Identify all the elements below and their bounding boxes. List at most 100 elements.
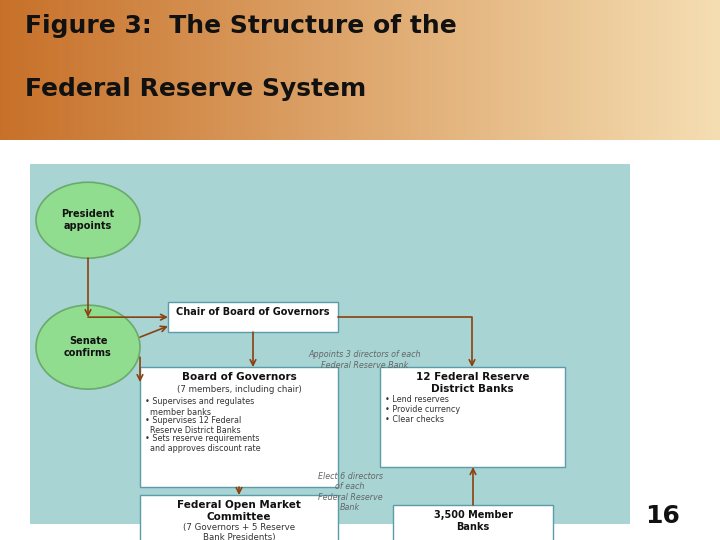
Bar [286,0,288,140]
Bar [715,0,718,140]
Bar [718,0,720,140]
Bar [528,0,531,140]
Bar [538,0,540,140]
Bar [405,0,408,140]
Bar [187,0,189,140]
Bar [540,0,542,140]
Bar [554,0,557,140]
Bar [569,0,571,140]
Bar [612,0,614,140]
Bar [439,0,441,140]
Bar [113,0,115,140]
Bar [60,0,63,140]
Bar [182,0,185,140]
Bar [312,0,315,140]
Bar [271,0,274,140]
Bar [240,0,243,140]
Bar [175,0,178,140]
Ellipse shape [36,305,140,389]
Bar [333,0,336,140]
Text: • Supervises 12 Federal
  Reserve District Banks: • Supervises 12 Federal Reserve District… [145,415,241,435]
Bar [310,0,312,140]
Bar [477,0,480,140]
Bar [451,0,454,140]
Bar [130,0,132,140]
Bar [682,0,684,140]
Bar [257,0,259,140]
Bar [634,0,636,140]
Bar [331,0,333,140]
Bar [593,0,595,140]
Bar [648,0,650,140]
Bar [204,0,207,140]
Bar [372,0,374,140]
Bar [516,0,518,140]
Bar [667,0,670,140]
Bar [367,0,369,140]
Bar [708,0,711,140]
Bar [475,0,477,140]
Text: 3,500 Member
Banks: 3,500 Member Banks [433,510,513,531]
Bar [603,0,605,140]
Bar [391,0,394,140]
Bar [665,0,667,140]
Text: (7 Governors + 5 Reserve
Bank Presidents): (7 Governors + 5 Reserve Bank Presidents… [183,523,295,540]
Bar [218,0,221,140]
Text: Figure 3:  The Structure of the: Figure 3: The Structure of the [25,14,457,38]
Bar [209,0,211,140]
Bar [641,0,643,140]
Bar [238,0,240,140]
Bar [614,0,617,140]
Bar [223,0,225,140]
Bar [2,0,5,140]
Bar [686,0,689,140]
Bar [63,0,65,140]
Bar [55,0,58,140]
Bar [346,0,348,140]
Bar [58,0,60,140]
Bar [67,0,70,140]
Bar [197,0,199,140]
Text: • Supervises and regulates
  member banks: • Supervises and regulates member banks [145,397,254,417]
Bar [12,0,14,140]
Text: • Sets reserve requirements
  and approves discount rate: • Sets reserve requirements and approves… [145,434,261,453]
Bar [230,0,233,140]
Bar [358,0,360,140]
Bar [643,0,646,140]
Bar [360,0,362,140]
Bar [423,0,425,140]
Bar [497,0,499,140]
Bar [171,0,173,140]
Bar [585,0,588,140]
Bar [533,0,535,140]
Bar [27,0,29,140]
Bar [706,0,708,140]
Bar [446,0,449,140]
Bar [631,0,634,140]
Bar [415,0,418,140]
Bar [583,0,585,140]
Bar [24,0,27,140]
Bar [624,0,626,140]
Bar [398,0,401,140]
Bar [693,0,696,140]
Bar [329,0,331,140]
Bar [168,0,171,140]
Bar [108,0,110,140]
Bar [216,0,218,140]
Bar [151,0,153,140]
Bar [269,0,271,140]
Bar [283,0,286,140]
Bar [691,0,693,140]
Bar [610,0,612,140]
Bar [77,0,79,140]
Bar [115,0,117,140]
Bar [120,0,122,140]
Bar [261,0,264,140]
Bar [276,0,279,140]
Bar [341,0,343,140]
Bar [449,0,451,140]
Bar [96,0,99,140]
Bar [684,0,686,140]
Text: 16: 16 [645,504,680,528]
